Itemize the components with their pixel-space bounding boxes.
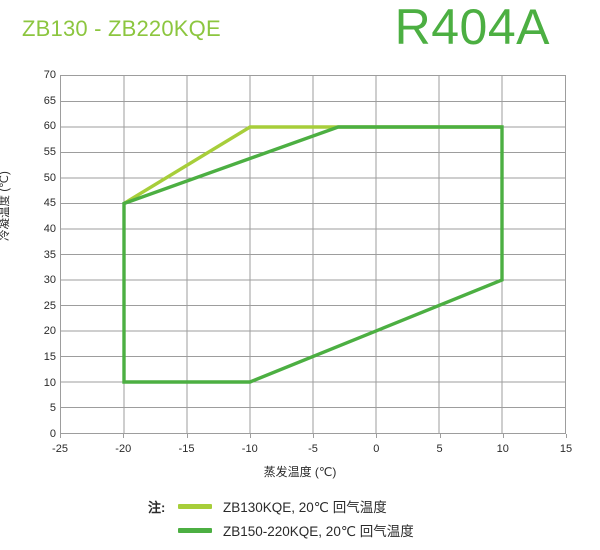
data-series-layer: [61, 76, 565, 433]
y-tick-label: 35: [43, 248, 56, 261]
model-title: ZB130 - ZB220KQE: [22, 16, 221, 41]
y-tick-label: 10: [43, 376, 56, 389]
x-tick-label: 15: [559, 443, 573, 455]
legend-swatch-zb150-220kqe: [178, 527, 212, 533]
x-tick-mark: [439, 434, 441, 438]
y-tick-label: 0: [49, 428, 56, 440]
y-tick-label: 20: [43, 325, 56, 338]
refrigerant-title: R404A: [394, 0, 550, 55]
legend-row: 注: ZB130KQE, 20℃ 回气温度: [0, 494, 600, 518]
chart-legend: 注: ZB130KQE, 20℃ 回气温度 ZB150-220KQE, 20℃ …: [0, 494, 600, 542]
chart-header: ZB130 - ZB220KQE R404A: [0, 0, 600, 66]
gridlines: [61, 76, 565, 433]
x-tick-mark: [313, 434, 314, 438]
y-tick-label: 15: [43, 351, 56, 364]
x-tick-mark: [376, 434, 378, 438]
x-tick-label: -20: [115, 443, 132, 455]
legend-label-zb150-220kqe: ZB150-220KQE, 20℃ 回气温度: [223, 524, 414, 539]
x-tick-label: -15: [178, 443, 195, 455]
y-tick-label: 25: [43, 299, 56, 312]
y-tick-label: 50: [43, 171, 56, 184]
y-axis-label: 冷凝温度 (℃): [0, 171, 11, 241]
x-tick-label: -25: [52, 443, 68, 455]
legend-label-zb130kqe: ZB130KQE, 20℃ 回气温度: [223, 500, 387, 515]
x-tick-mark: [566, 434, 567, 438]
x-tick-mark: [502, 434, 504, 438]
x-axis-label: 蒸发温度 (℃): [263, 465, 337, 479]
plot-area: [60, 75, 566, 434]
operating-envelope-chart: 冷凝温度 (℃) 蒸发温度 (℃) 0 5 10 15 20 25 30 35 40 45 50 55…: [0, 66, 600, 486]
series-line-zb150-220kqe: [124, 127, 502, 382]
x-tick-mark: [249, 434, 251, 438]
x-tick-label: 0: [373, 443, 380, 455]
y-tick-label: 45: [43, 197, 56, 210]
y-tick-label: 70: [43, 69, 56, 81]
y-tick-label: 65: [43, 94, 56, 107]
series-line-zb130kqe: [124, 127, 502, 203]
y-tick-label: 55: [43, 145, 56, 158]
x-tick-label: 10: [496, 443, 509, 455]
x-tick-label: 5: [436, 443, 443, 455]
y-tick-label: 5: [49, 402, 56, 415]
x-tick-mark: [186, 434, 188, 438]
legend-swatch-zb130kqe: [178, 503, 212, 509]
legend-note-label: 注:: [148, 499, 166, 515]
y-tick-label: 30: [43, 274, 56, 287]
legend-row: ZB150-220KQE, 20℃ 回气温度: [0, 518, 600, 542]
y-tick-label: 60: [43, 120, 56, 133]
x-tick-label: -10: [241, 443, 258, 455]
x-tick-mark: [60, 434, 61, 438]
y-tick-label: 40: [43, 222, 56, 235]
x-tick-mark: [123, 434, 125, 438]
x-tick-label: -5: [308, 443, 318, 455]
